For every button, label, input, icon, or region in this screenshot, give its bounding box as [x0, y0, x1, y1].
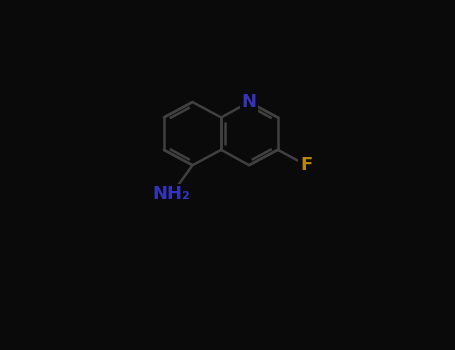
Text: F: F: [300, 156, 313, 174]
Text: N: N: [242, 93, 257, 111]
Text: NH₂: NH₂: [152, 186, 191, 203]
